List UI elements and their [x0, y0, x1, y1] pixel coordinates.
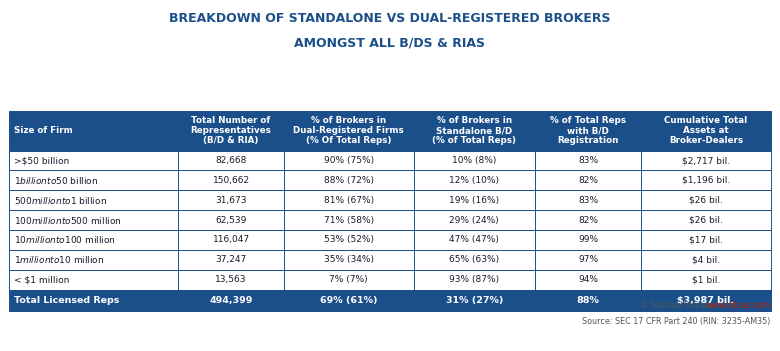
Text: % of Brokers in
Dual-Registered Firms
(% Of Total Reps): % of Brokers in Dual-Registered Firms (%…: [293, 116, 404, 145]
Text: 53% (52%): 53% (52%): [324, 236, 374, 244]
Text: 494,399: 494,399: [209, 296, 253, 305]
Text: 31,673: 31,673: [215, 196, 246, 205]
Text: 65% (63%): 65% (63%): [449, 255, 499, 264]
Text: 37,247: 37,247: [215, 255, 246, 264]
Text: 116,047: 116,047: [212, 236, 250, 244]
Text: 82,668: 82,668: [215, 156, 246, 165]
Text: 62,539: 62,539: [215, 216, 246, 225]
Text: 93% (87%): 93% (87%): [449, 275, 499, 284]
Text: www.kitces.com: www.kitces.com: [706, 301, 771, 310]
Text: 82%: 82%: [578, 216, 598, 225]
Text: $500 million to $1 billion: $500 million to $1 billion: [14, 195, 107, 206]
Text: 7% (7%): 7% (7%): [329, 275, 368, 284]
Text: AMONGST ALL B/DS & RIAS: AMONGST ALL B/DS & RIAS: [295, 37, 485, 50]
Text: $1,196 bil.: $1,196 bil.: [682, 176, 730, 185]
Text: >$50 billion: >$50 billion: [14, 156, 69, 165]
Text: $26 bil.: $26 bil.: [689, 196, 723, 205]
Text: Cumulative Total
Assets at
Broker-Dealers: Cumulative Total Assets at Broker-Dealer…: [665, 116, 747, 145]
Text: % of Brokers in
Standalone B/D
(% of Total Reps): % of Brokers in Standalone B/D (% of Tot…: [432, 116, 516, 145]
Text: 90% (75%): 90% (75%): [324, 156, 374, 165]
Text: 97%: 97%: [578, 255, 598, 264]
Text: 71% (58%): 71% (58%): [324, 216, 374, 225]
Text: $1 bil.: $1 bil.: [692, 275, 720, 284]
Text: 47% (47%): 47% (47%): [449, 236, 499, 244]
Text: 99%: 99%: [578, 236, 598, 244]
Text: $100 million to $500 million: $100 million to $500 million: [14, 214, 122, 226]
Text: 81% (67%): 81% (67%): [324, 196, 374, 205]
Text: < $1 million: < $1 million: [14, 275, 69, 284]
Text: 31% (27%): 31% (27%): [445, 296, 503, 305]
Text: $3,987 bil.: $3,987 bil.: [677, 296, 735, 305]
Text: Size of Firm: Size of Firm: [14, 126, 73, 135]
Text: $1 million to $10 million: $1 million to $10 million: [14, 254, 105, 265]
Text: 35% (34%): 35% (34%): [324, 255, 374, 264]
Text: 83%: 83%: [578, 196, 598, 205]
Text: Total Number of
Representatives
(B/D & RIA): Total Number of Representatives (B/D & R…: [190, 116, 271, 145]
Text: BREAKDOWN OF STANDALONE VS DUAL-REGISTERED BROKERS: BREAKDOWN OF STANDALONE VS DUAL-REGISTER…: [169, 12, 611, 25]
Text: 19% (16%): 19% (16%): [449, 196, 499, 205]
Text: 12% (10%): 12% (10%): [449, 176, 499, 185]
Text: 94%: 94%: [578, 275, 598, 284]
Text: 88% (72%): 88% (72%): [324, 176, 374, 185]
Text: 29% (24%): 29% (24%): [449, 216, 499, 225]
Text: $26 bil.: $26 bil.: [689, 216, 723, 225]
Text: 82%: 82%: [578, 176, 598, 185]
Text: 13,563: 13,563: [215, 275, 246, 284]
Text: $1 billion to $50 billion: $1 billion to $50 billion: [14, 175, 98, 186]
Text: 150,662: 150,662: [212, 176, 250, 185]
Text: © Michael Kitces,: © Michael Kitces,: [641, 301, 714, 310]
Text: $17 bil.: $17 bil.: [689, 236, 723, 244]
Text: $4 bil.: $4 bil.: [692, 255, 720, 264]
Text: Total Licensed Reps: Total Licensed Reps: [14, 296, 119, 305]
Text: % of Total Reps
with B/D
Registration: % of Total Reps with B/D Registration: [550, 116, 626, 145]
Text: Source: SEC 17 CFR Part 240 (RIN: 3235-AM35): Source: SEC 17 CFR Part 240 (RIN: 3235-A…: [582, 317, 771, 326]
Text: 88%: 88%: [576, 296, 600, 305]
Text: $2,717 bil.: $2,717 bil.: [682, 156, 730, 165]
Text: $10 million to $100 million: $10 million to $100 million: [14, 234, 115, 245]
Text: 69% (61%): 69% (61%): [320, 296, 378, 305]
Text: 83%: 83%: [578, 156, 598, 165]
Text: 10% (8%): 10% (8%): [452, 156, 497, 165]
